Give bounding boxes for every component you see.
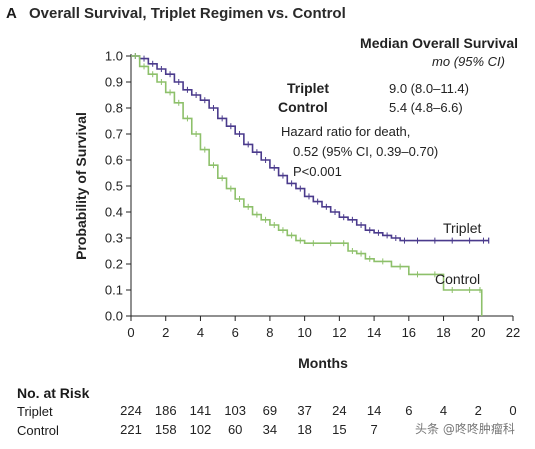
risk-value-triplet: 14 (367, 403, 381, 418)
y-tick-label: 0.4 (105, 205, 123, 220)
series-label-control: Control (435, 271, 480, 287)
risk-value-triplet: 2 (475, 403, 482, 418)
x-axis-label: Months (298, 355, 348, 371)
survival-curves (131, 53, 490, 316)
x-tick-label: 14 (367, 325, 381, 340)
x-tick-label: 16 (402, 325, 416, 340)
risk-value-triplet: 0 (509, 403, 516, 418)
risk-value-control: 18 (297, 422, 311, 437)
x-tick-label: 4 (197, 325, 204, 340)
legend-row-value-triplet: 9.0 (8.0–11.4) (389, 81, 469, 96)
risk-value-triplet: 4 (440, 403, 447, 418)
risk-value-triplet: 141 (190, 403, 212, 418)
watermark: 头条 @咚咚肿瘤科 (415, 422, 515, 436)
x-tick-label: 8 (266, 325, 273, 340)
y-tick-label: 0.7 (105, 127, 123, 142)
axes: 0 2 4 6 8 10 12 14 16 18 20 22 0.0 0.1 0.2 0.3 0.4 0.5 0.6… (105, 49, 520, 341)
y-tick-label: 0.5 (105, 179, 123, 194)
risk-value-control: 102 (190, 422, 212, 437)
panel-label: A (6, 5, 17, 22)
chart-text: Probability of Survival Months Median Ov… (73, 35, 518, 371)
risk-value-control: 15 (332, 422, 346, 437)
y-tick-label: 1.0 (105, 49, 123, 64)
y-tick-label: 0.6 (105, 153, 123, 168)
y-tick-label: 0.1 (105, 283, 123, 298)
risk-value-control: 158 (155, 422, 177, 437)
risk-row-label-triplet: Triplet (17, 404, 53, 419)
x-tick-label: 18 (436, 325, 450, 340)
risk-value-triplet: 69 (263, 403, 277, 418)
risk-table-header: No. at Risk (17, 385, 90, 401)
figure-title: Overall Survival, Triplet Regimen vs. Co… (29, 5, 346, 22)
x-tick-label: 22 (506, 325, 520, 340)
risk-value-triplet: 186 (155, 403, 177, 418)
risk-value-control: 60 (228, 422, 242, 437)
risk-value-triplet: 37 (297, 403, 311, 418)
x-tick-label: 12 (332, 325, 346, 340)
legend-header: Median Overall Survival (360, 35, 518, 51)
y-tick-label: 0.0 (105, 309, 123, 324)
y-tick-label: 0.8 (105, 101, 123, 116)
x-tick-label: 10 (297, 325, 311, 340)
y-tick-label: 0.9 (105, 75, 123, 90)
legend-row-name-triplet: Triplet (287, 80, 329, 96)
y-tick-label: 0.2 (105, 257, 123, 272)
hazard-ratio-line2: 0.52 (95% CI, 0.39–0.70) (293, 144, 438, 159)
risk-table-values: 224 186 141 103 69 37 24 14 6 4 2 0 221 158 102 60 34 18 1… (120, 403, 516, 437)
x-tick-label: 6 (232, 325, 239, 340)
risk-value-triplet: 224 (120, 403, 142, 418)
risk-row-label-control: Control (17, 423, 59, 438)
risk-value-triplet: 24 (332, 403, 346, 418)
risk-value-control: 34 (263, 422, 277, 437)
legend-row-name-control: Control (278, 99, 328, 115)
legend-row-value-control: 5.4 (4.8–6.6) (389, 100, 463, 115)
series-label-triplet: Triplet (443, 220, 481, 236)
risk-value-control: 221 (120, 422, 142, 437)
p-value: P<0.001 (293, 164, 342, 179)
risk-value-triplet: 103 (224, 403, 246, 418)
y-tick-label: 0.3 (105, 231, 123, 246)
x-tick-label: 20 (471, 325, 485, 340)
x-tick-label: 2 (162, 325, 169, 340)
hazard-ratio-line1: Hazard ratio for death, (281, 124, 410, 139)
curve-triplet (131, 55, 489, 242)
risk-value-control: 7 (370, 422, 377, 437)
legend-unit: mo (95% CI) (432, 54, 505, 69)
x-tick-label: 0 (127, 325, 134, 340)
risk-value-triplet: 6 (405, 403, 412, 418)
y-axis-label: Probability of Survival (73, 112, 89, 260)
